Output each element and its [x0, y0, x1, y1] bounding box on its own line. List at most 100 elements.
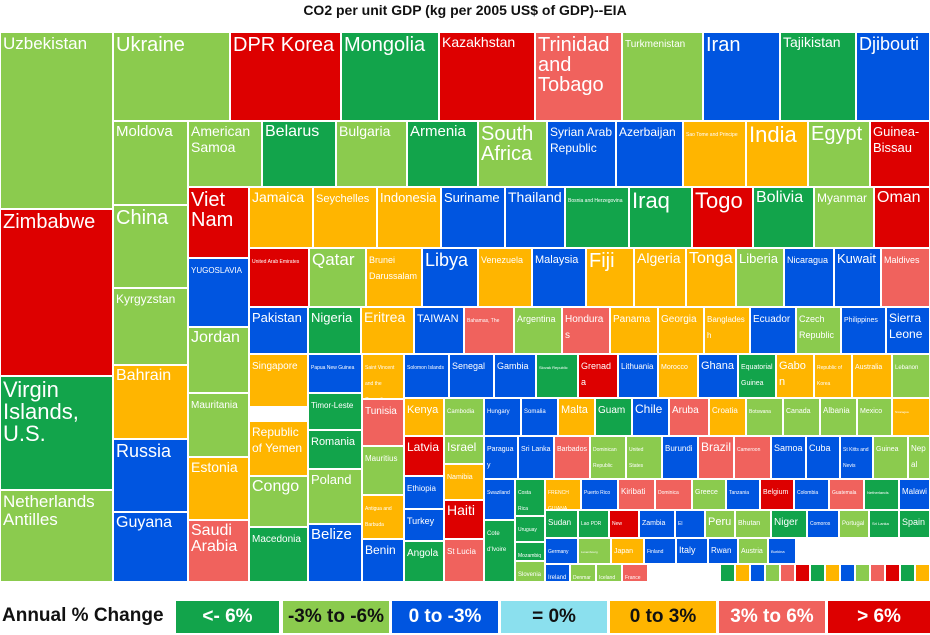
treemap-cell: Dominican Republic: [590, 436, 626, 479]
treemap-cell: Syrian Arab Republic: [547, 121, 616, 187]
cell-label: Suriname: [444, 190, 500, 205]
treemap-cell: Benin: [362, 539, 404, 582]
cell-label: Tonga: [689, 250, 733, 267]
treemap-cell: Pakistan: [249, 307, 308, 354]
treemap-cell: Libya: [422, 248, 478, 307]
treemap-cell-small: [855, 564, 870, 582]
cell-label: Nicaragua: [787, 255, 829, 265]
cell-label: Virgin Islands, U.S.: [3, 377, 79, 446]
treemap-cell: Greece: [692, 479, 726, 510]
cell-label: United Arab Emirates: [252, 259, 300, 265]
cell-label: Nicaragua: [895, 410, 909, 414]
cell-label: Croatia: [712, 406, 738, 415]
treemap-cell: Thailand: [505, 187, 565, 248]
cell-label: Guinea-Bissau: [873, 124, 920, 155]
treemap-cell: Kazakhstan: [439, 32, 535, 121]
cell-label: Argentina: [517, 314, 556, 324]
cell-label: Seychelles: [316, 193, 370, 205]
treemap-cell: Bahrain: [113, 365, 188, 439]
treemap-cell: Macedonia: [249, 527, 308, 582]
cell-label: Macedonia: [252, 534, 301, 545]
treemap-cell: South Africa: [478, 121, 547, 187]
cell-label: Niger: [774, 517, 798, 528]
treemap-cell: Australia: [852, 354, 892, 398]
treemap-cell: Djibouti: [856, 32, 930, 121]
cell-label: Guinea: [876, 446, 899, 453]
treemap-cell: Netherlands: [864, 479, 899, 510]
treemap-cell: Burkina Faso: [768, 538, 796, 564]
treemap-cell: Morocco: [658, 354, 698, 398]
treemap-cell: Virgin Islands, U.S.: [0, 376, 113, 490]
treemap-cell: Dominica: [655, 479, 692, 510]
cell-label: Albania: [823, 406, 850, 415]
treemap-cell: Bosnia and Herzegovina: [565, 187, 629, 248]
treemap-cell: Papua New Guinea: [308, 354, 362, 393]
treemap-cell: St Kitts and Nevis: [840, 436, 873, 479]
cell-label: Maldives: [884, 255, 920, 265]
cell-label: Ecuador: [753, 314, 791, 325]
treemap-cell: Liberia: [736, 248, 784, 307]
treemap-cell: Uzbekistan: [0, 32, 113, 209]
legend-swatch: 3% to 6%: [719, 601, 825, 633]
cell-label: Iran: [706, 34, 741, 56]
treemap-cell: Mauritius: [362, 446, 404, 495]
cell-label: Senegal: [452, 361, 486, 371]
treemap-cell: Kuwait: [834, 248, 881, 307]
cell-label: Czech Republic: [799, 314, 835, 340]
cell-label: Spain: [902, 517, 926, 527]
treemap-cell: Luxembourg: [578, 538, 611, 564]
treemap-cell: YUGOSLAVIA: [188, 258, 249, 327]
cell-label: Bosnia and Herzegovina: [568, 198, 623, 204]
cell-label: Paraguay: [487, 446, 514, 469]
cell-label: Syrian Arab Republic: [550, 125, 613, 155]
cell-label: Mauritania: [191, 400, 238, 411]
treemap-cell: Rwanda: [708, 538, 738, 564]
cell-label: Myanmar: [817, 191, 868, 205]
cell-label: Timor-Leste: [311, 401, 354, 410]
cell-label: Saudi Arabia: [191, 522, 238, 555]
treemap-cell: Grenada: [578, 354, 618, 398]
treemap-cell: Peru: [705, 510, 735, 538]
treemap-cell: Botswana: [746, 398, 783, 436]
legend-title: Annual % Change: [2, 605, 164, 626]
cell-label: Angola: [407, 548, 439, 559]
treemap-cell: Guyana: [113, 512, 188, 582]
cell-label: Republic of Yemen: [252, 425, 303, 455]
cell-label: Mozambique: [518, 553, 542, 559]
treemap-cell: Seychelles: [313, 187, 377, 248]
cell-label: Bahrain: [116, 367, 172, 384]
legend-swatch: > 6%: [828, 601, 930, 633]
cell-label: India: [749, 122, 797, 147]
cell-label: Denmark: [573, 575, 591, 581]
tiny-cells: [720, 564, 930, 582]
treemap-cell: American Samoa: [188, 121, 262, 187]
cell-label: Samoa: [774, 443, 803, 453]
cell-label: Sri Lanka: [521, 446, 551, 453]
treemap-cell: Tonga: [686, 248, 736, 307]
cell-label: Cote d'Ivoire: [487, 531, 507, 553]
cell-label: Pakistan: [252, 310, 302, 325]
cell-label: Guatemala: [832, 490, 857, 496]
cell-label: Qatar: [312, 250, 355, 269]
treemap-cell: Angola: [404, 541, 444, 582]
cell-label: Namibia: [447, 474, 473, 481]
cell-label: Kiribati: [621, 487, 646, 496]
cell-label: Botswana: [749, 409, 771, 415]
cell-label: Belize: [311, 526, 352, 543]
treemap-cell: Algeria: [634, 248, 686, 307]
treemap-cell: TAIWAN: [414, 307, 464, 354]
legend-swatch: -3% to -6%: [283, 601, 389, 633]
treemap-cell: Lithuania: [618, 354, 658, 398]
cell-label: Grenada: [581, 361, 612, 387]
cell-label: Kenya: [407, 404, 439, 416]
treemap: Uzbekistan Ukraine DPR Korea Mongolia Kazakh…: [0, 32, 930, 582]
cell-label: Cambodia: [447, 409, 475, 415]
cell-label: Eritrea: [364, 309, 406, 325]
treemap-cell: St Lucia: [444, 539, 484, 582]
treemap-cell: Malaysia: [532, 248, 586, 307]
treemap-cell: Mauritania: [188, 393, 249, 457]
cell-label: Armenia: [410, 123, 466, 140]
cell-label: Tajikistan: [783, 34, 841, 50]
cell-label: Chile: [635, 402, 663, 416]
cell-label: Germany: [548, 549, 569, 555]
